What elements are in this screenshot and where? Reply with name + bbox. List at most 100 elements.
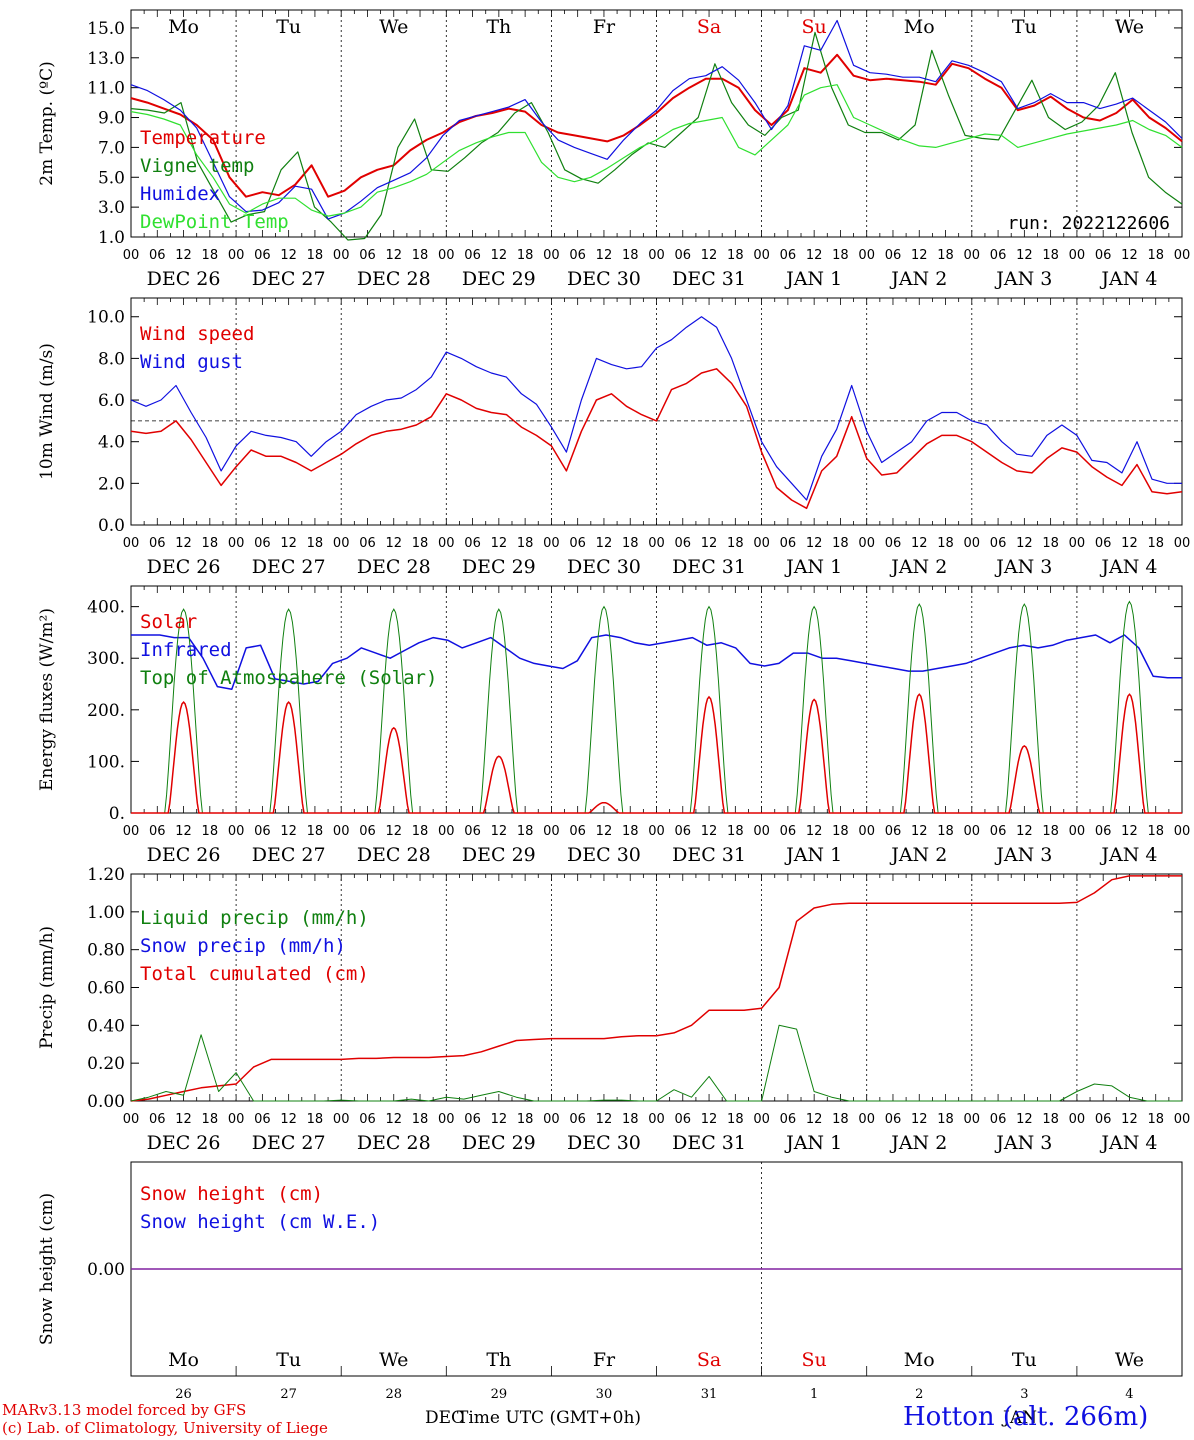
hour-tick-label: 06	[885, 536, 902, 551]
date-label: JAN 3	[994, 1132, 1052, 1154]
hour-tick-label: 06	[149, 1112, 166, 1127]
date-label: JAN 1	[784, 844, 842, 866]
hour-tick-label: 18	[517, 1112, 534, 1127]
y-tick-label: 0.	[109, 804, 125, 824]
day-number-label: 3	[1020, 1387, 1028, 1402]
hour-tick-label: 18	[202, 536, 219, 551]
hour-tick-label: 12	[1121, 248, 1138, 263]
hour-tick-label: 00	[1069, 824, 1086, 839]
hour-tick-label: 18	[1042, 824, 1059, 839]
day-number-label: 27	[280, 1387, 297, 1402]
station-name: Hotton (alt. 266m)	[903, 1402, 1149, 1432]
hour-tick-label: 00	[858, 1112, 875, 1127]
hour-tick-label: 06	[254, 536, 271, 551]
y-tick-label: 1.20	[87, 865, 125, 885]
hour-tick-label: 00	[228, 536, 245, 551]
date-label: JAN 3	[994, 556, 1052, 578]
legend-entry: Humidex	[140, 183, 220, 205]
panel-1: 1.0 3.0 5.0 7.0 9.0 11.0 13.0 15.0 2m Temp. (ºC)…	[37, 9, 1190, 290]
hour-tick-label: 06	[569, 536, 586, 551]
hour-tick-label: 00	[333, 1112, 350, 1127]
hour-tick-label: 00	[333, 536, 350, 551]
hour-tick-label: 12	[596, 1112, 613, 1127]
date-label: JAN 1	[784, 268, 842, 290]
hour-tick-label: 18	[307, 824, 324, 839]
date-label: DEC 28	[357, 556, 431, 578]
hour-tick-label: 12	[491, 824, 508, 839]
hour-tick-label: 00	[1069, 248, 1086, 263]
plot-frame	[130, 9, 1183, 238]
series-line	[130, 19, 1183, 220]
hour-tick-label: 06	[359, 824, 376, 839]
hour-tick-label: 00	[753, 248, 770, 263]
day-number-label: 26	[175, 1387, 192, 1402]
series-line	[130, 53, 1183, 198]
hour-tick-label: 06	[885, 248, 902, 263]
hour-tick-label: 06	[464, 1112, 481, 1127]
hour-tick-label: 00	[543, 1112, 560, 1127]
weekday-label: We	[1115, 1349, 1144, 1371]
weekday-label: Su	[802, 16, 827, 38]
day-number-label: 31	[701, 1387, 718, 1402]
weekday-label: Sa	[697, 1349, 721, 1371]
hour-tick-label: 00	[1174, 824, 1191, 839]
hour-tick-label: 06	[254, 248, 271, 263]
series-line	[130, 1024, 1182, 1102]
hour-tick-label: 12	[1016, 536, 1033, 551]
date-label: DEC 26	[147, 844, 221, 866]
date-label: JAN 4	[1099, 1132, 1157, 1154]
y-tick-label: 5.0	[98, 168, 125, 188]
date-label: DEC 27	[252, 1132, 326, 1154]
hour-tick-label: 12	[280, 248, 297, 263]
hour-tick-label: 12	[911, 1112, 928, 1127]
y-tick-label: 200.	[87, 701, 125, 721]
date-label: DEC 27	[252, 844, 326, 866]
date-label: JAN 4	[1099, 268, 1157, 290]
hour-tick-label: 00	[753, 1112, 770, 1127]
y-tick-label: 0.00	[87, 1260, 125, 1280]
y-tick-label: 11.0	[87, 79, 125, 99]
y-tick-label: 0.20	[87, 1054, 125, 1074]
hour-tick-label: 06	[990, 536, 1007, 551]
hour-tick-label: 00	[123, 536, 140, 551]
hour-tick-label: 12	[1016, 248, 1033, 263]
hour-tick-label: 18	[832, 824, 849, 839]
hour-tick-label: 00	[858, 824, 875, 839]
weekday-label: Fr	[593, 16, 616, 38]
date-label: DEC 26	[147, 268, 221, 290]
hour-tick-label: 12	[385, 248, 402, 263]
y-tick-label: 2.0	[98, 474, 125, 494]
hour-tick-label: 18	[1042, 248, 1059, 263]
date-label: JAN 1	[784, 556, 842, 578]
hour-tick-label: 12	[491, 536, 508, 551]
hour-tick-label: 00	[964, 1112, 981, 1127]
day-number-label: 28	[385, 1387, 402, 1402]
hour-tick-label: 18	[727, 536, 744, 551]
day-number-label: 29	[491, 1387, 508, 1402]
date-label: DEC 29	[462, 556, 536, 578]
hour-tick-label: 00	[964, 248, 981, 263]
run-label: run: 2022122606	[1007, 213, 1170, 234]
y-axis-label: Precip (mm/h)	[37, 926, 57, 1049]
y-axis-label: Energy fluxes (W/m²)	[37, 608, 57, 791]
hour-tick-label: 18	[307, 536, 324, 551]
hour-tick-label: 12	[806, 824, 823, 839]
hour-tick-label: 18	[1147, 1112, 1164, 1127]
y-tick-label: 100.	[87, 752, 125, 772]
hour-tick-label: 18	[1147, 824, 1164, 839]
y-tick-label: 6.0	[98, 391, 125, 411]
hour-tick-label: 06	[149, 536, 166, 551]
date-label: DEC 26	[147, 556, 221, 578]
hour-tick-label: 12	[701, 1112, 718, 1127]
jan-month-label: JAN	[1003, 1408, 1037, 1428]
hour-tick-label: 00	[753, 824, 770, 839]
weekday-label: Th	[486, 1349, 511, 1371]
hour-tick-label: 18	[412, 1112, 429, 1127]
hour-tick-label: 00	[648, 248, 665, 263]
y-tick-label: 15.0	[87, 19, 125, 39]
hour-tick-label: 18	[412, 536, 429, 551]
y-tick-label: 0.60	[87, 979, 125, 999]
series-line	[130, 84, 1183, 217]
hour-tick-label: 18	[727, 824, 744, 839]
